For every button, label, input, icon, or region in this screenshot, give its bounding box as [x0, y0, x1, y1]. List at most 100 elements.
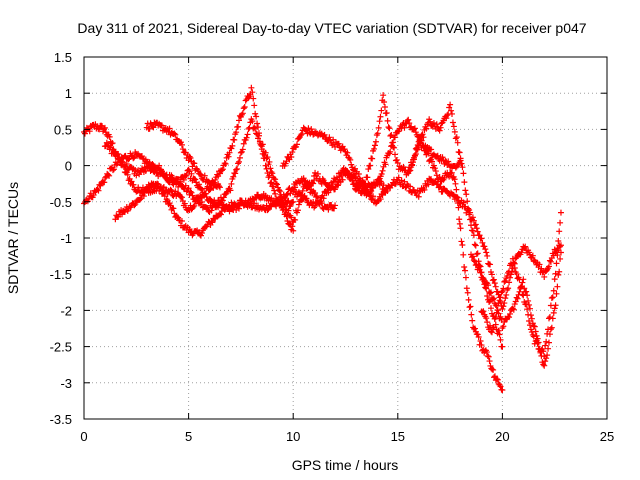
data-point — [172, 131, 179, 138]
data-point — [514, 295, 521, 302]
data-point — [519, 291, 526, 298]
data-point — [544, 352, 551, 359]
data-point — [378, 107, 385, 114]
data-point — [416, 188, 423, 195]
data-point — [295, 189, 302, 196]
data-point — [351, 173, 358, 180]
data-point — [490, 366, 497, 373]
data-point — [188, 189, 195, 196]
data-point — [168, 176, 175, 183]
data-point — [175, 214, 182, 221]
data-point — [491, 280, 498, 287]
data-point — [499, 288, 506, 295]
data-point — [299, 187, 306, 194]
data-point — [437, 124, 444, 131]
data-point — [234, 202, 241, 209]
data-point — [462, 274, 469, 281]
data-point — [326, 134, 333, 141]
data-point — [251, 102, 258, 109]
data-point — [290, 198, 297, 205]
data-point — [197, 171, 204, 178]
data-point — [480, 275, 487, 282]
axis-ticks: 0 5 10 15 20 25 1.5 1 0.5 0 -0.5 -1 -1.5 -2 -2.5 -3 -3.5 — [50, 50, 615, 444]
data-point — [473, 261, 480, 268]
data-point — [421, 186, 428, 193]
data-point — [464, 198, 471, 205]
data-point — [429, 158, 436, 165]
data-point — [454, 200, 461, 207]
data-point — [312, 189, 319, 196]
data-point — [385, 124, 392, 131]
data-point — [283, 213, 290, 220]
data-point — [430, 162, 437, 169]
data-point — [312, 169, 319, 176]
data-point — [496, 331, 503, 338]
data-point — [197, 171, 204, 178]
data-point — [484, 292, 491, 299]
data-point — [412, 151, 419, 158]
data-point — [461, 264, 468, 271]
data-point — [335, 140, 342, 147]
data-point — [557, 255, 564, 262]
data-point — [266, 172, 273, 179]
data-point — [545, 263, 552, 270]
data-point — [288, 153, 295, 160]
data-point — [220, 194, 227, 201]
data-point — [457, 157, 464, 164]
data-point — [198, 230, 205, 237]
data-point — [283, 191, 290, 198]
data-point — [481, 243, 488, 250]
data-point — [423, 125, 430, 132]
x-tick-label: 15 — [391, 429, 405, 444]
data-point — [504, 273, 511, 280]
data-point — [263, 165, 270, 172]
data-point — [525, 311, 532, 318]
y-tick-label: -0.5 — [50, 195, 72, 210]
data-point — [196, 229, 203, 236]
data-point — [499, 306, 506, 313]
data-point — [195, 167, 202, 174]
data-point — [276, 188, 283, 195]
data-point — [447, 164, 454, 171]
data-point — [538, 265, 545, 272]
data-point — [545, 339, 552, 346]
data-point — [271, 187, 278, 194]
data-point — [252, 110, 259, 117]
data-point — [556, 268, 563, 275]
data-points — [81, 84, 564, 394]
data-point — [503, 291, 510, 298]
data-point — [449, 110, 456, 117]
data-point — [526, 322, 533, 329]
data-point — [540, 361, 547, 368]
data-point — [391, 144, 398, 151]
data-point — [483, 285, 490, 292]
data-point — [284, 217, 291, 224]
y-tick-label: -3.5 — [50, 412, 72, 427]
data-point — [476, 232, 483, 239]
data-point — [239, 110, 246, 117]
data-point — [352, 165, 359, 172]
data-point — [553, 290, 560, 297]
data-point — [150, 124, 157, 131]
data-point — [395, 128, 402, 135]
data-point — [419, 131, 426, 138]
data-point — [132, 201, 139, 208]
data-point — [324, 138, 331, 145]
data-point — [290, 227, 297, 234]
data-point — [487, 290, 494, 297]
data-point — [465, 296, 472, 303]
data-point — [458, 238, 465, 245]
data-point — [459, 241, 466, 248]
data-point — [557, 219, 564, 226]
data-point — [454, 139, 461, 146]
data-point — [205, 208, 212, 215]
data-point — [407, 183, 414, 190]
data-point — [268, 169, 275, 176]
data-point — [557, 209, 564, 216]
data-point — [410, 187, 417, 194]
data-point — [501, 300, 508, 307]
data-point — [313, 194, 320, 201]
data-point — [490, 276, 497, 283]
data-point — [554, 252, 561, 259]
data-point — [456, 220, 463, 227]
